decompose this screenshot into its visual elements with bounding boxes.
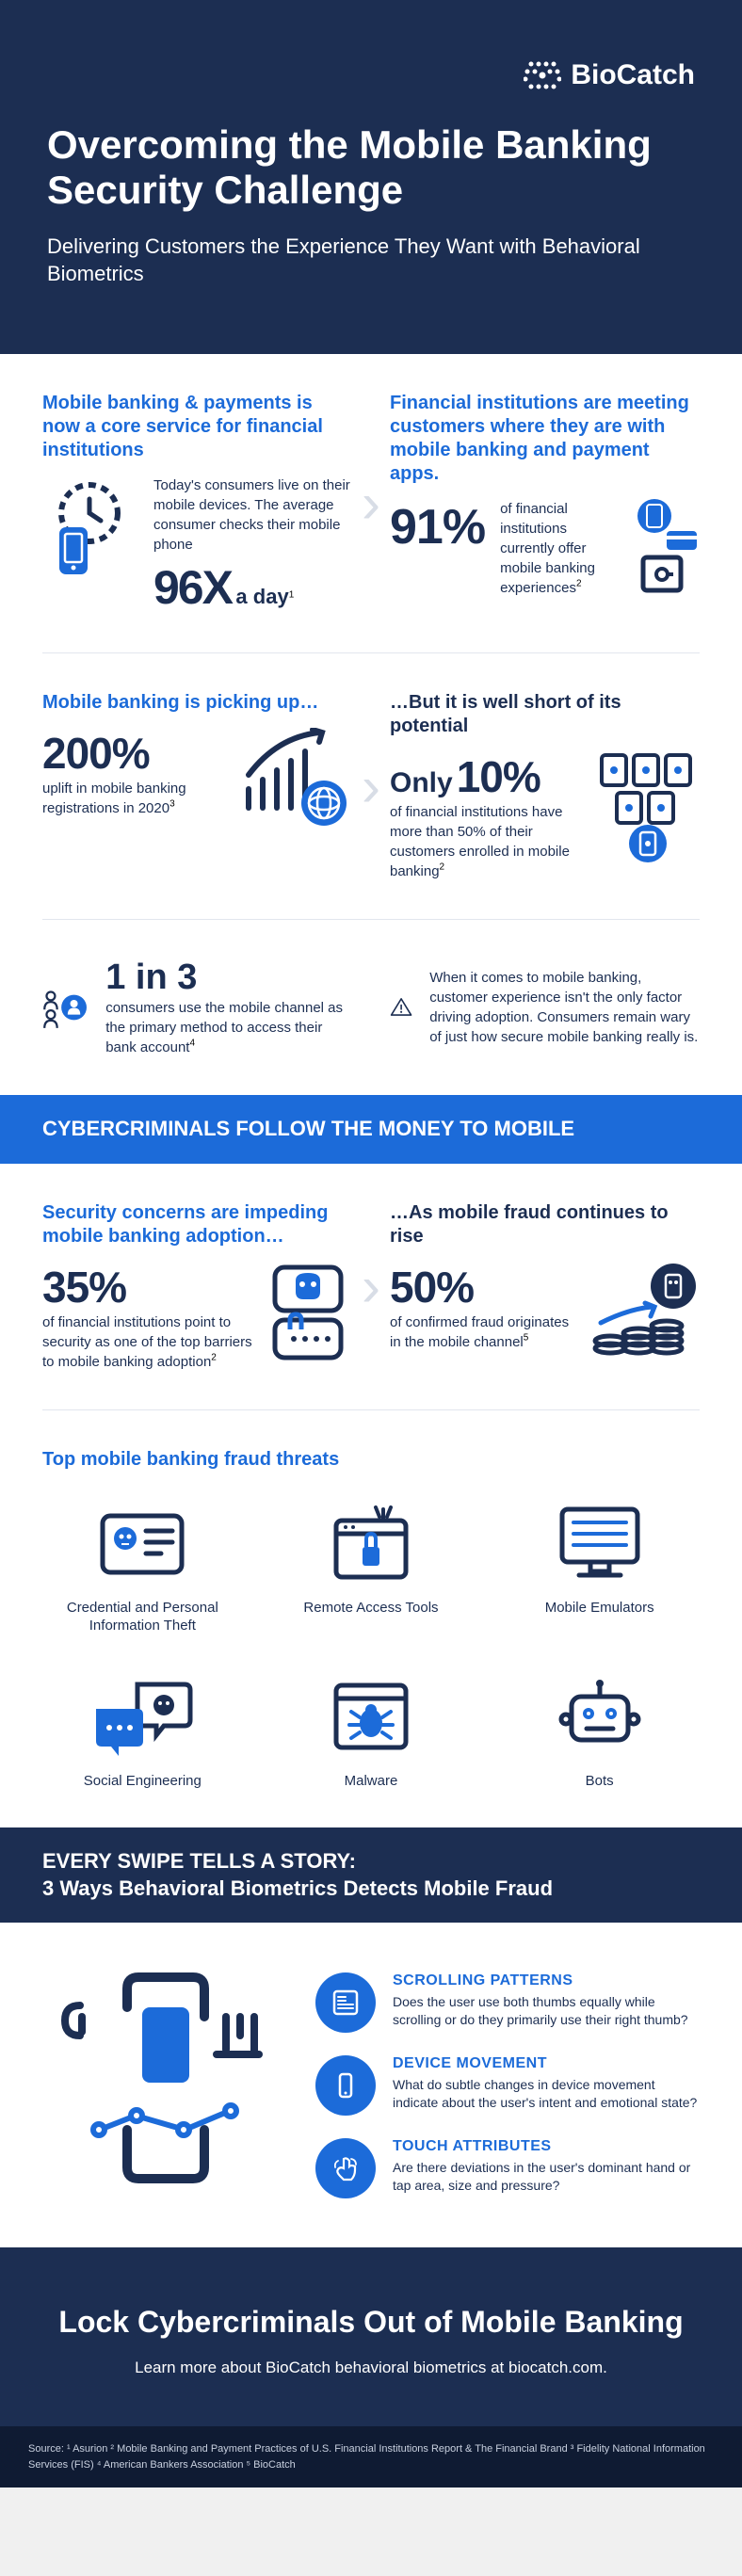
- footnote-ref: 5: [524, 1332, 529, 1343]
- biocatch-logo: BioCatch: [524, 56, 695, 94]
- s4-right-heading: …As mobile fraud continues to rise: [390, 1201, 700, 1248]
- s3-right-body: When it comes to mobile banking, custome…: [429, 968, 700, 1047]
- s2-right-stat: 10%: [457, 751, 540, 802]
- s4-right-body: of confirmed fraud originates in the mob…: [390, 1314, 569, 1350]
- chat-skull-icon: [90, 1675, 194, 1760]
- bar-growth-globe-icon: [239, 728, 352, 831]
- header: BioCatch Overcoming the Mobile Banking S…: [0, 0, 742, 354]
- touch-attributes-icon: [331, 2153, 361, 2183]
- infographic-container: BioCatch Overcoming the Mobile Banking S…: [0, 0, 742, 2487]
- enrollment-devices-icon: [596, 751, 700, 864]
- footnote-ref: 3: [169, 799, 175, 810]
- band-cybercriminals: CYBERCRIMINALS FOLLOW THE MONEY TO MOBIL…: [0, 1095, 742, 1164]
- s1-right-heading: Financial institutions are meeting custo…: [390, 392, 700, 486]
- s3-left-body: consumers use the mobile channel as the …: [105, 1000, 343, 1055]
- s2-left-heading: Mobile banking is picking up…: [42, 691, 352, 715]
- s1-left-body: Today's consumers live on their mobile d…: [153, 475, 352, 555]
- footnote-ref: 2: [576, 579, 582, 589]
- footer-cta: Lock Cybercriminals Out of Mobile Bankin…: [0, 2247, 742, 2426]
- chevron-divider-icon: ›: [362, 471, 380, 536]
- s4-left-body: of financial institutions point to secur…: [42, 1314, 252, 1370]
- threat-label: Malware: [271, 1772, 472, 1791]
- warning-triangle-icon: [390, 970, 412, 1045]
- threat-label: Remote Access Tools: [271, 1599, 472, 1618]
- footnote-ref: 2: [440, 862, 445, 873]
- chevron-divider-icon: ›: [362, 753, 380, 818]
- footnote-ref: 4: [189, 1038, 195, 1049]
- threat-item: Remote Access Tools: [271, 1500, 472, 1635]
- threat-item: Mobile Emulators: [499, 1500, 700, 1635]
- s2-left-stat: 200%: [42, 729, 150, 778]
- section-uplift: Mobile banking is picking up… 200% uplif…: [0, 653, 742, 919]
- header-subtitle: Delivering Customers the Experience They…: [47, 233, 695, 288]
- threats-grid: Credential and Personal Information Thef…: [42, 1500, 700, 1791]
- threat-item: Credential and Personal Information Thef…: [42, 1500, 243, 1635]
- threat-label: Social Engineering: [42, 1772, 243, 1791]
- threat-label: Credential and Personal Information Thef…: [42, 1599, 243, 1635]
- clock-phone-icon: [42, 475, 137, 579]
- section-behavioral: SCROLLING PATTERNS Does the user use both…: [0, 1923, 742, 2247]
- behavioral-item: SCROLLING PATTERNS Does the user use both…: [315, 1972, 700, 2033]
- chevron-divider-icon: ›: [362, 1254, 380, 1319]
- browser-lock-icon: [329, 1502, 413, 1586]
- behavioral-title: DEVICE MOVEMENT: [393, 2055, 700, 2072]
- band-every-swipe: EVERY SWIPE TELLS A STORY: 3 Ways Behavi…: [0, 1827, 742, 1923]
- footer-body: Learn more about BioCatch behavioral bio…: [47, 2356, 695, 2380]
- s1-left-stat: 96X: [153, 561, 232, 614]
- section-one-in-three: 1 in 3 consumers use the mobile channel …: [0, 920, 742, 1095]
- threat-item: Bots: [499, 1673, 700, 1791]
- browser-bug-icon: [329, 1678, 413, 1758]
- behavioral-desc: Does the user use both thumbs equally wh…: [393, 1993, 700, 2030]
- section-threats: Top mobile banking fraud threats Credent…: [0, 1410, 742, 1828]
- section-security-concerns: Security concerns are impeding mobile ba…: [0, 1164, 742, 1409]
- biocatch-logo-mark-icon: [524, 56, 561, 94]
- threat-label: Mobile Emulators: [499, 1599, 700, 1618]
- s2-right-body: of financial institutions have more than…: [390, 804, 570, 879]
- s2-left-body: uplift in mobile banking registrations i…: [42, 781, 186, 816]
- s4-left-heading: Security concerns are impeding mobile ba…: [42, 1201, 352, 1248]
- threat-item: Malware: [271, 1673, 472, 1791]
- source-bar: Source: ¹ Asurion ² Mobile Banking and P…: [0, 2426, 742, 2487]
- skull-password-icon: [267, 1262, 352, 1365]
- footnote-ref: 1: [289, 590, 295, 601]
- s1-right-stat: 91%: [390, 499, 485, 555]
- behavioral-desc: Are there deviations in the user's domin…: [393, 2159, 700, 2196]
- phone-card-safe-icon: [634, 499, 700, 593]
- monitor-grid-icon: [553, 1502, 647, 1586]
- s4-left-stat: 35%: [42, 1263, 126, 1312]
- robot-icon: [555, 1678, 644, 1758]
- s2-right-prefix: Only: [390, 767, 453, 799]
- footnote-ref: 2: [211, 1352, 217, 1362]
- threats-heading: Top mobile banking fraud threats: [42, 1448, 700, 1472]
- fraud-coins-growth-icon: [587, 1262, 700, 1365]
- s2-right-heading: …But it is well short of its potential: [390, 691, 700, 738]
- behavioral-desc: What do subtle changes in device movemen…: [393, 2076, 700, 2113]
- s1-left-unit: a day: [235, 585, 288, 608]
- threat-item: Social Engineering: [42, 1673, 243, 1791]
- behavioral-title: SCROLLING PATTERNS: [393, 1972, 700, 1989]
- behavioral-title: TOUCH ATTRIBUTES: [393, 2138, 700, 2155]
- s3-left-stat: 1 in 3: [105, 958, 197, 997]
- behavioral-phone-illustration-icon: [42, 1960, 278, 2205]
- behavioral-item: TOUCH ATTRIBUTES Are there deviations in …: [315, 2138, 700, 2198]
- biocatch-logo-text: BioCatch: [571, 59, 695, 91]
- s4-right-stat: 50%: [390, 1263, 474, 1312]
- id-skull-icon: [95, 1505, 189, 1585]
- users-icon: [42, 965, 89, 1050]
- behavioral-item: DEVICE MOVEMENT What do subtle changes in…: [315, 2055, 700, 2116]
- threat-label: Bots: [499, 1772, 700, 1791]
- device-movement-icon: [331, 2070, 361, 2101]
- footer-title: Lock Cybercriminals Out of Mobile Bankin…: [47, 2304, 695, 2340]
- section-core-service: Mobile banking & payments is now a core …: [0, 354, 742, 652]
- header-title: Overcoming the Mobile Banking Security C…: [47, 122, 695, 214]
- scroll-pattern-icon: [331, 1988, 361, 2018]
- s1-left-heading: Mobile banking & payments is now a core …: [42, 392, 352, 462]
